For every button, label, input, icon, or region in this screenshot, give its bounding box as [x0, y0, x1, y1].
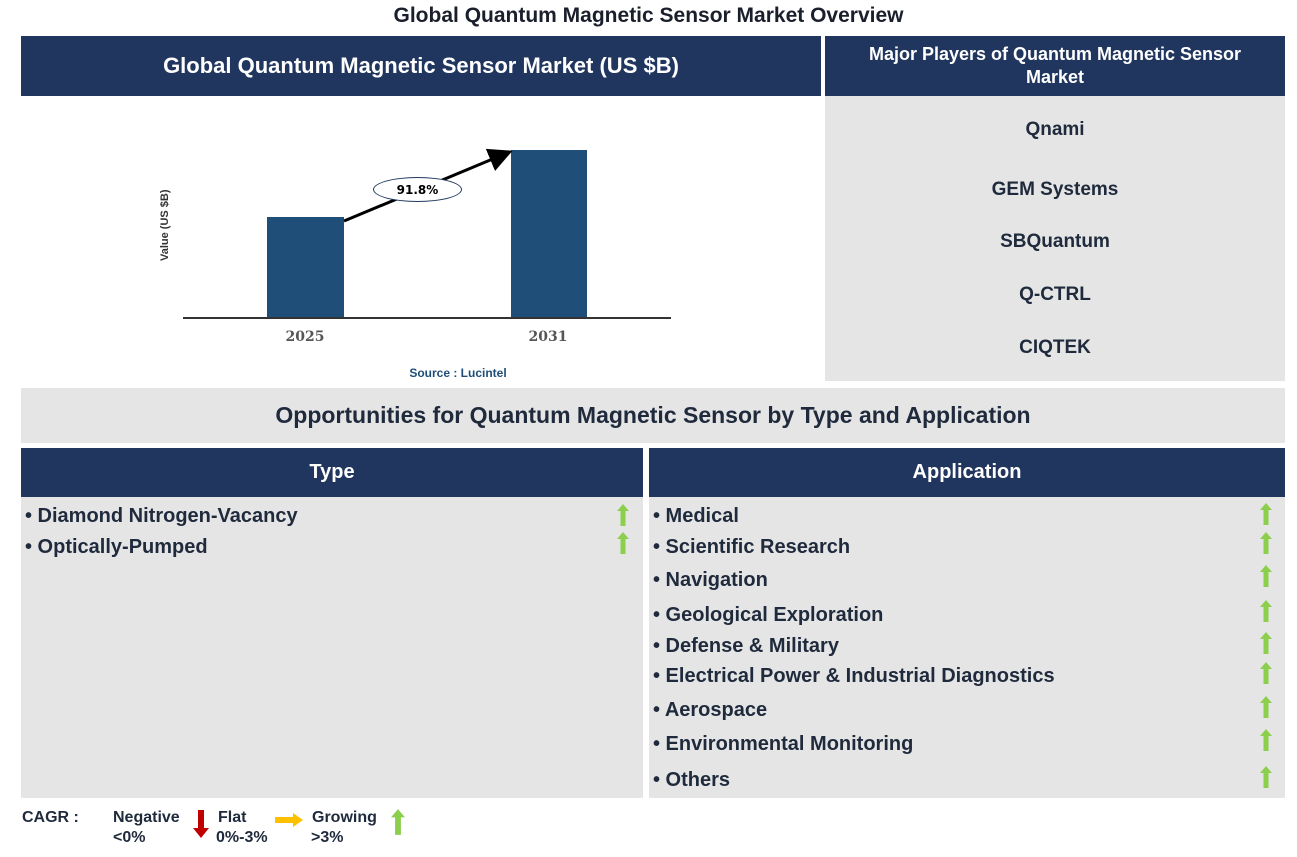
type-column-header: Type: [21, 448, 643, 497]
legend-negative-name: Negative: [113, 809, 180, 826]
growth-arrow-icon: [343, 148, 513, 223]
up-arrow-icon: [1260, 532, 1272, 554]
application-item: • Others: [653, 769, 731, 791]
legend-negative-range: <0%: [113, 829, 146, 846]
bar-2025: [267, 217, 344, 317]
up-arrow-icon: [1260, 565, 1272, 587]
up-arrow-icon: [617, 532, 629, 554]
application-item: • Medical: [653, 505, 739, 527]
bar-chart: Value (US $B) 2025 2031 91.8% Source : L…: [140, 100, 700, 385]
application-item: • Navigation: [653, 569, 768, 591]
right-arrow-icon: [275, 813, 303, 827]
up-arrow-icon: [617, 504, 629, 526]
opportunities-header: Opportunities for Quantum Magnetic Senso…: [21, 388, 1285, 443]
player-item: SBQuantum: [1000, 231, 1110, 252]
x-axis-line: [183, 317, 671, 319]
type-item: • Optically-Pumped: [25, 536, 208, 558]
x-tick-2025: 2025: [285, 329, 325, 345]
application-list: • Medical • Scientific Research • Naviga…: [649, 497, 1285, 798]
application-item: • Environmental Monitoring: [653, 733, 914, 755]
up-arrow-icon: [1260, 662, 1272, 684]
player-item: GEM Systems: [991, 179, 1119, 200]
up-arrow-icon: [1260, 729, 1272, 751]
legend-flat-range: 0%-3%: [216, 829, 268, 846]
chart-panel-header: Global Quantum Magnetic Sensor Market (U…: [21, 36, 821, 96]
application-item: • Scientific Research: [653, 536, 851, 558]
legend-label: CAGR :: [22, 809, 79, 826]
application-column-title: Application: [912, 461, 1022, 483]
players-list: Qnami GEM Systems SBQuantum Q-CTRL CIQTE…: [825, 96, 1285, 381]
bar-2031: [511, 150, 587, 317]
up-arrow-icon: [391, 809, 405, 835]
legend-growing-name: Growing: [312, 809, 377, 826]
up-arrow-icon: [1260, 600, 1272, 622]
application-item: • Geological Exploration: [653, 604, 884, 626]
up-arrow-icon: [1260, 632, 1272, 654]
player-item: CIQTEK: [1019, 337, 1091, 358]
application-column-header: Application: [649, 448, 1285, 497]
player-item: Q-CTRL: [1019, 284, 1091, 305]
players-panel-title: Major Players of Quantum Magnetic Sensor…: [868, 44, 1242, 87]
type-list: • Diamond Nitrogen-Vacancy • Optically-P…: [21, 497, 643, 798]
type-item: • Diamond Nitrogen-Vacancy: [25, 505, 298, 527]
cagr-badge: 91.8%: [373, 177, 462, 202]
opportunities-title: Opportunities for Quantum Magnetic Senso…: [275, 402, 1031, 428]
application-item: • Aerospace: [653, 699, 768, 721]
legend-growing-range: >3%: [311, 829, 344, 846]
type-column-title: Type: [309, 461, 355, 483]
chart-source: Source : Lucintel: [409, 366, 507, 380]
player-item: Qnami: [1025, 119, 1085, 140]
page-title: Global Quantum Magnetic Sensor Market Ov…: [393, 4, 904, 27]
up-arrow-icon: [1260, 696, 1272, 718]
application-item: • Defense & Military: [653, 635, 839, 657]
up-arrow-icon: [1260, 503, 1272, 525]
players-panel-header: Major Players of Quantum Magnetic Sensor…: [825, 36, 1285, 96]
application-item: • Electrical Power & Industrial Diagnost…: [653, 665, 1055, 687]
legend-flat-name: Flat: [218, 809, 247, 826]
chart-panel-title: Global Quantum Magnetic Sensor Market (U…: [163, 53, 679, 78]
down-arrow-icon: [193, 810, 209, 838]
cagr-legend: CAGR : Negative <0% Flat 0%-3% Growing >…: [0, 800, 440, 857]
up-arrow-icon: [1260, 766, 1272, 788]
x-tick-2031: 2031: [528, 329, 568, 345]
